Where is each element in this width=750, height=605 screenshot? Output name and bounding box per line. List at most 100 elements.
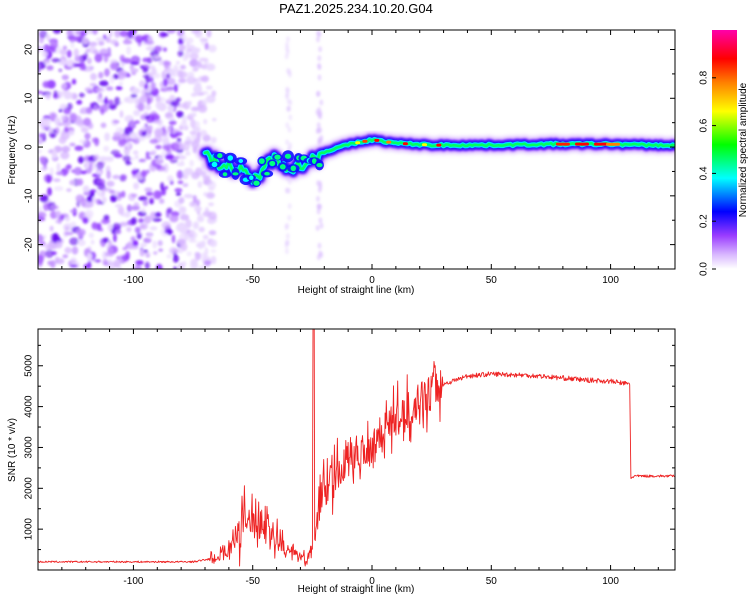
- noise-speckle: [71, 78, 77, 85]
- spectrogram-x-tick-label: -100: [123, 275, 143, 286]
- noise-speckle: [104, 251, 115, 257]
- noise-speckle: [205, 85, 213, 90]
- noise-speckle: [146, 169, 150, 174]
- noise-speckle: [185, 144, 190, 151]
- noise-speckle: [149, 138, 159, 144]
- noise-speckle: [44, 243, 53, 251]
- noise-speckle: [211, 90, 217, 97]
- noise-speckle: [142, 66, 149, 74]
- spectrogram-y-tick-label: -20: [24, 237, 35, 252]
- noise-speckle: [119, 110, 124, 118]
- signal-hot-spot: [575, 142, 589, 146]
- noise-speckle: [122, 155, 131, 162]
- noise-speckle: [182, 169, 191, 176]
- noise-speckle: [170, 142, 180, 152]
- signal-blob-core: [311, 158, 317, 164]
- noise-speckle: [71, 246, 79, 255]
- signal-hot-spot: [594, 142, 608, 146]
- noise-speckle: [107, 259, 113, 266]
- noise-speckle: [210, 216, 218, 220]
- noise-speckle: [84, 160, 90, 169]
- noise-speckle: [206, 63, 216, 71]
- noise-speckle: [209, 239, 218, 248]
- noise-speckle: [206, 94, 216, 104]
- colorbar-gradient: [712, 30, 737, 269]
- noise-speckle: [74, 55, 83, 62]
- noise-speckle: [122, 39, 133, 45]
- signal-blob-core: [274, 154, 281, 160]
- noise-speckle: [169, 214, 179, 223]
- noise-speckle: [96, 161, 105, 170]
- noise-speckle: [285, 222, 290, 229]
- noise-speckle: [103, 214, 110, 221]
- noise-speckle: [177, 50, 184, 57]
- spectrogram-y-tick-label: 20: [24, 44, 35, 56]
- noise-speckle: [287, 203, 292, 210]
- colorbar-ticks: 0.0 0.2 0.4 0.6 0.8: [699, 70, 716, 276]
- signal-hot-spot: [606, 142, 620, 146]
- noise-speckle: [98, 40, 105, 46]
- noise-speckle: [184, 51, 191, 59]
- noise-speckle: [196, 199, 201, 207]
- noise-speckle: [317, 62, 321, 69]
- noise-speckle: [148, 151, 156, 156]
- noise-speckle: [150, 211, 157, 220]
- colorbar-tick-label: 0.0: [699, 262, 710, 276]
- noise-speckle: [84, 209, 94, 219]
- noise-speckle: [165, 154, 175, 160]
- noise-speckle: [90, 239, 95, 245]
- noise-speckle: [153, 55, 161, 60]
- noise-speckle: [139, 95, 147, 103]
- noise-speckle: [284, 248, 289, 255]
- noise-speckle: [69, 179, 75, 186]
- noise-speckle: [153, 190, 162, 200]
- signal-blob-core: [253, 180, 260, 186]
- noise-speckle: [126, 226, 132, 233]
- noise-speckle: [38, 211, 47, 219]
- noise-speckle: [318, 46, 323, 53]
- noise-speckle: [192, 221, 199, 230]
- noise-speckle: [170, 248, 180, 254]
- signal-blob-core: [227, 155, 234, 161]
- noise-speckle: [149, 197, 154, 203]
- noise-speckle: [42, 80, 50, 88]
- noise-speckle: [193, 78, 199, 82]
- noise-speckle: [195, 167, 203, 176]
- noise-speckle: [118, 69, 127, 79]
- noise-speckle: [54, 116, 60, 126]
- noise-speckle: [106, 170, 111, 180]
- noise-speckle: [171, 234, 176, 244]
- noise-speckle: [145, 151, 150, 158]
- noise-speckle: [100, 122, 107, 129]
- noise-speckle: [318, 180, 323, 187]
- noise-speckle: [38, 234, 44, 243]
- noise-speckle: [150, 111, 158, 117]
- noise-speckle: [69, 142, 76, 147]
- noise-speckle: [63, 91, 73, 100]
- noise-speckle: [285, 233, 290, 240]
- noise-speckle: [119, 54, 125, 62]
- noise-speckle: [167, 175, 174, 182]
- signal-hot-spot: [355, 141, 361, 145]
- noise-speckle: [76, 99, 83, 105]
- noise-speckle: [148, 76, 154, 83]
- noise-speckle: [176, 239, 187, 245]
- noise-speckle: [287, 126, 292, 133]
- noise-speckle: [119, 221, 129, 227]
- noise-speckle: [52, 30, 62, 34]
- noise-speckle: [38, 206, 42, 214]
- noise-speckle: [38, 63, 41, 70]
- noise-speckle: [118, 139, 127, 146]
- noise-speckle: [121, 190, 126, 198]
- noise-speckle: [126, 204, 132, 213]
- noise-speckle: [45, 249, 54, 259]
- noise-speckle: [99, 156, 108, 162]
- signal-hot-spot: [555, 142, 570, 146]
- noise-speckle: [153, 45, 162, 53]
- noise-speckle: [180, 121, 188, 130]
- snr-plot: -100 -50 0 50 100 1000 2000 3000 4000 5000 Heigh…: [7, 328, 676, 595]
- noise-speckle: [46, 175, 51, 184]
- signal-hot-spot: [374, 138, 380, 142]
- noise-speckle: [206, 30, 212, 38]
